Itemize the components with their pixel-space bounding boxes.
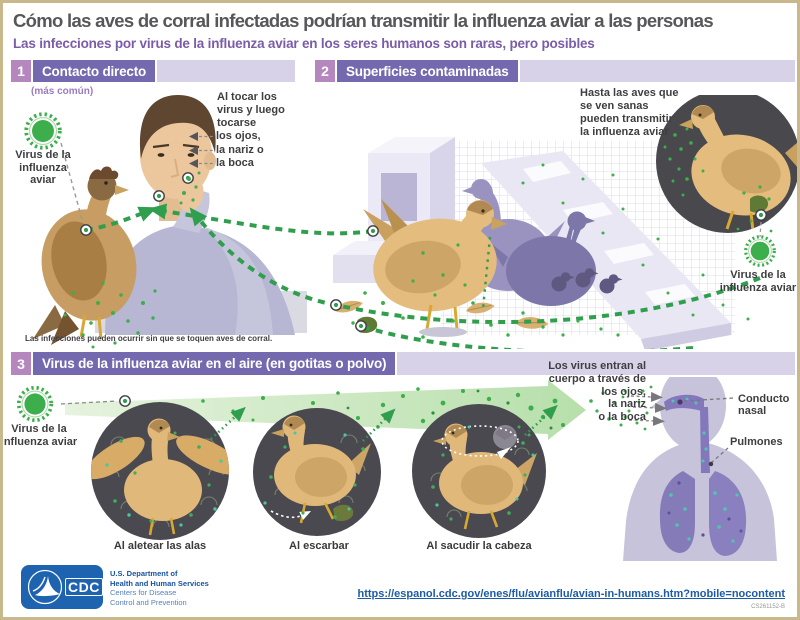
section2-number: 2 (315, 60, 335, 82)
entry-line: la nariz (608, 398, 646, 411)
coop-scene (333, 95, 797, 349)
entry-route-text: Los virus entran al cuerpo a través de l… (508, 360, 646, 424)
human-silhouette (623, 377, 777, 561)
virus-icon (744, 235, 776, 267)
document-code: CS261152-B (751, 604, 785, 610)
circle-label-scratching: Al escarbar (289, 540, 349, 552)
anatomy-leaders (683, 397, 735, 464)
section2-annotation: Hasta las aves que se ven sanas pueden t… (580, 87, 679, 138)
virus-label-2: Virus de la influenza aviar (719, 269, 797, 294)
entry-line: cuerpo a través de (548, 372, 646, 385)
section3-header-extension (397, 352, 795, 375)
hen-silhouette (488, 211, 596, 306)
hhs-seal-icon (27, 569, 63, 605)
man-illustration (33, 95, 307, 345)
left-arrow-icon (189, 159, 213, 169)
agency-line: Control and Prevention (110, 597, 187, 607)
scene-direct-contact-and-surfaces (24, 95, 797, 349)
annotation-item: los ojos, (216, 130, 261, 143)
virus-dots (63, 163, 773, 349)
virus-icon (24, 112, 62, 150)
section1-number: 1 (11, 60, 31, 82)
annotation-item: la nariz o (216, 143, 264, 156)
section1-header-extension (157, 60, 295, 82)
section1-note: (más común) (31, 86, 94, 97)
section2-title: Superficies contaminadas (337, 60, 518, 82)
agency-text: U.S. Department of Health and Human Serv… (110, 569, 209, 607)
cdc-logo: CDC (21, 565, 103, 609)
page-title: Cómo las aves de corral infectadas podrí… (13, 10, 714, 31)
dept-line: U.S. Department of (110, 569, 178, 578)
virus-dots (621, 385, 653, 431)
circle-flapping (91, 402, 229, 540)
left-arrow-icon (189, 145, 213, 155)
section1-annotation-items: los ojos, la nariz o la boca (189, 130, 264, 171)
circle-label-head-shake: Al sacudir la cabeza (426, 540, 532, 552)
cdc-acronym: CDC (65, 578, 103, 596)
section1-annotation: Al tocar los virus y luego tocarse (217, 91, 285, 129)
source-url-link[interactable]: https://espanol.cdc.gov/enes/flu/avianfl… (357, 588, 785, 600)
held-chicken (33, 166, 137, 345)
section1-header: 1 Contacto directo (11, 60, 295, 82)
dept-line: Health and Human Services (110, 578, 209, 588)
left-arrow-icon (189, 132, 213, 142)
section3-number: 3 (11, 352, 31, 375)
annotation-item: la boca (216, 157, 254, 170)
entry-line: o la boca (598, 411, 646, 424)
page-subtitle: Las infecciones por virus de la influenz… (13, 36, 595, 51)
section3-title: Virus de la influenza aviar en el aire (… (33, 352, 396, 375)
virus-icon (16, 385, 54, 423)
circle-head-shake (412, 404, 546, 538)
section2-header: 2 Superficies contaminadas (315, 60, 795, 82)
entry-line: los ojos, (601, 385, 646, 398)
virus-label-1: Virus de la influenza aviar (15, 149, 71, 186)
chicken-pecking (357, 199, 507, 337)
lungs-label: Pulmones (730, 436, 783, 448)
scene-airborne (16, 377, 777, 561)
entry-line: Los virus entran al (548, 360, 646, 372)
section1-caption: Las infecciones pueden ocurrir sin que s… (25, 334, 273, 343)
nasal-passage-label: Conducto nasal (738, 393, 790, 417)
circle-scratching (253, 408, 381, 536)
circle-label-flapping: Al aletear las alas (113, 540, 207, 552)
healthy-bird-circle (656, 95, 797, 233)
agency-line: Centers for Disease (110, 588, 177, 597)
entry-arrows (628, 391, 667, 426)
section1-title: Contacto directo (33, 60, 156, 82)
circle-exit-arrows (210, 404, 558, 442)
section2-header-extension (519, 60, 795, 82)
section3-header: 3 Virus de la influenza aviar en el aire… (11, 352, 795, 375)
virus-label-3: Virus de la influenza aviar (0, 423, 78, 448)
